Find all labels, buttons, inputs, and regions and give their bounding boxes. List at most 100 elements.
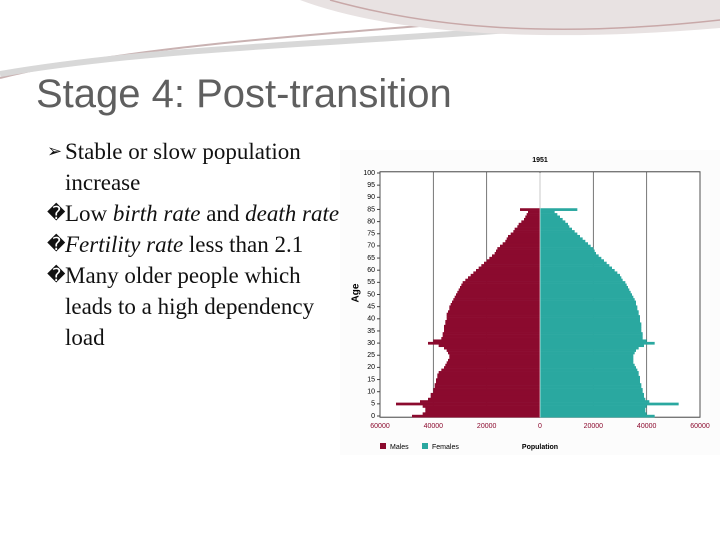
bullet-list: ➢ Stable or slow population increase � Low … (47, 136, 347, 353)
y-tick-label: 45 (367, 303, 375, 310)
bar (412, 414, 540, 418)
x-tick-label: 20000 (584, 423, 604, 430)
bar (540, 368, 638, 372)
bullet: � Fertility rate less than 2.1 (47, 229, 347, 260)
bar (540, 412, 647, 416)
bar (500, 244, 540, 248)
bar (540, 290, 631, 294)
bar (540, 247, 594, 250)
bar (496, 249, 540, 253)
bar (540, 232, 578, 236)
bar (436, 378, 540, 382)
bar (505, 239, 540, 243)
bar (540, 310, 639, 314)
bar (540, 307, 638, 311)
bar (448, 310, 540, 314)
bar (540, 378, 640, 382)
bar (540, 349, 636, 352)
bar (433, 390, 540, 394)
bar (540, 329, 642, 333)
bullet-text: Low (65, 201, 113, 226)
bar (422, 412, 540, 416)
bar (510, 232, 540, 236)
bar (540, 295, 634, 299)
bar (540, 409, 646, 413)
bar (449, 307, 540, 311)
bar (521, 220, 540, 224)
bar (434, 383, 540, 386)
bar (444, 346, 540, 350)
bar (457, 290, 540, 294)
bar (470, 273, 540, 277)
x-tick-label: 20000 (477, 423, 497, 430)
bullet-text: death rate (245, 201, 340, 226)
bar (481, 264, 540, 267)
y-tick-label: 50 (367, 291, 375, 298)
bar (540, 358, 634, 362)
bar (540, 312, 639, 316)
bar (452, 300, 540, 304)
bullet-text: less than 2.1 (183, 232, 304, 257)
bar (540, 402, 679, 406)
bar (468, 276, 540, 280)
bar (446, 312, 540, 316)
bar (449, 354, 540, 357)
bar (433, 388, 540, 391)
bar (494, 251, 540, 255)
y-tick-label: 30 (367, 340, 375, 347)
bar (462, 281, 540, 284)
bar (540, 256, 602, 260)
y-tick-label: 15 (367, 376, 375, 383)
bar (446, 315, 540, 318)
bar (540, 334, 643, 338)
y-tick-label: 60 (367, 267, 375, 274)
bullet-text: and (200, 201, 246, 226)
bar (540, 213, 558, 216)
y-tick-label: 85 (367, 206, 375, 213)
y-tick-label: 10 (367, 389, 375, 396)
bar (444, 366, 540, 369)
bar (396, 402, 540, 406)
bullet: ➢ Stable or slow population increase (47, 136, 347, 198)
bar (520, 208, 540, 211)
bar (540, 278, 623, 282)
x-tick-label: 40000 (424, 423, 444, 430)
bar (540, 217, 563, 221)
bar (540, 237, 583, 241)
bar (540, 361, 634, 365)
bar (540, 273, 620, 277)
bar (422, 405, 540, 408)
bar (540, 351, 635, 355)
bar (437, 375, 540, 379)
bar (506, 237, 540, 241)
bar (448, 351, 540, 355)
bar (540, 305, 638, 309)
bar (540, 208, 578, 211)
y-tick-label: 35 (367, 328, 375, 335)
y-tick-label: 0 (371, 413, 375, 420)
bar (540, 383, 642, 386)
bar (540, 339, 647, 343)
bullet-text: Stable or slow population increase (65, 139, 301, 195)
bar (540, 251, 596, 255)
bar (454, 295, 540, 299)
bullet-marker: � (47, 265, 66, 286)
bar (446, 361, 540, 365)
bar (540, 300, 636, 304)
bullet-marker: ➢ (47, 141, 63, 162)
bar (540, 285, 628, 289)
bar (445, 363, 540, 367)
bar (502, 242, 540, 245)
bar (540, 234, 580, 238)
bar (540, 244, 591, 248)
bar (540, 327, 642, 331)
bar (461, 283, 540, 287)
bar (540, 371, 639, 374)
bullet-text: birth rate (112, 201, 201, 226)
bar (446, 317, 540, 321)
y-tick-label: 20 (367, 364, 375, 371)
bar (540, 222, 568, 226)
y-tick-label: 80 (367, 218, 375, 225)
y-tick-label: 100 (363, 170, 375, 177)
